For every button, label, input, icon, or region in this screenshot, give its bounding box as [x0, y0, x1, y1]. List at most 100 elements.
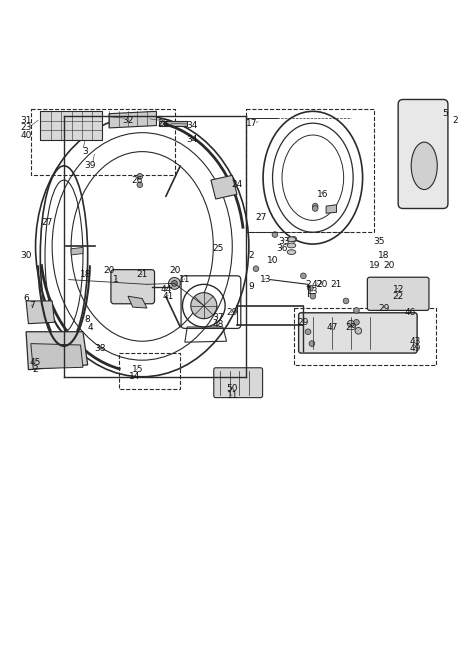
Text: 2: 2: [452, 116, 458, 126]
Text: 3: 3: [82, 147, 88, 156]
Polygon shape: [326, 205, 337, 213]
Text: 45: 45: [30, 358, 41, 367]
Text: 21: 21: [331, 280, 342, 289]
Text: 29: 29: [345, 322, 356, 332]
Text: 17: 17: [246, 118, 257, 128]
Ellipse shape: [355, 328, 362, 334]
Circle shape: [354, 319, 359, 325]
Text: 18: 18: [378, 251, 390, 260]
Text: 5: 5: [443, 109, 448, 118]
Text: 31: 31: [20, 116, 32, 126]
Circle shape: [305, 329, 311, 335]
Ellipse shape: [411, 142, 437, 190]
Text: 14: 14: [129, 372, 141, 381]
Circle shape: [137, 173, 143, 179]
Text: 27: 27: [255, 213, 266, 222]
Polygon shape: [71, 247, 83, 255]
Text: 6: 6: [23, 294, 29, 303]
Text: 15: 15: [132, 365, 143, 374]
Circle shape: [291, 237, 297, 242]
Text: 38: 38: [94, 344, 105, 353]
Ellipse shape: [168, 277, 180, 289]
Polygon shape: [40, 111, 102, 140]
Text: 9: 9: [248, 283, 254, 291]
Ellipse shape: [287, 250, 296, 254]
Text: 11: 11: [227, 391, 238, 400]
Text: 29: 29: [298, 318, 309, 327]
Text: 25: 25: [212, 245, 224, 253]
Text: 34: 34: [186, 135, 198, 145]
Circle shape: [272, 232, 278, 237]
Text: 34: 34: [186, 121, 198, 130]
Text: 39: 39: [84, 162, 96, 170]
Ellipse shape: [172, 281, 177, 286]
Circle shape: [309, 341, 315, 347]
Text: 13: 13: [260, 275, 271, 284]
Text: 40: 40: [20, 131, 32, 139]
Text: 8: 8: [85, 315, 91, 324]
Text: 47: 47: [326, 322, 337, 332]
Text: 42: 42: [312, 280, 323, 289]
Ellipse shape: [347, 320, 354, 327]
Text: 50: 50: [227, 384, 238, 393]
Text: 24: 24: [231, 181, 243, 189]
Circle shape: [253, 266, 259, 271]
Ellipse shape: [191, 292, 217, 318]
Polygon shape: [26, 332, 88, 370]
Text: 43: 43: [409, 337, 420, 346]
Text: 4: 4: [87, 322, 93, 332]
Ellipse shape: [287, 237, 296, 242]
Text: 11: 11: [179, 275, 191, 284]
Text: 23: 23: [20, 124, 32, 132]
Text: 48: 48: [212, 320, 224, 329]
Polygon shape: [211, 175, 237, 199]
Text: 49: 49: [409, 344, 420, 353]
Text: 29: 29: [378, 303, 390, 313]
Ellipse shape: [143, 280, 151, 288]
Text: 32: 32: [122, 116, 134, 126]
Ellipse shape: [139, 277, 155, 292]
Text: 20: 20: [103, 266, 115, 275]
Text: 37: 37: [212, 313, 224, 322]
Circle shape: [137, 182, 143, 188]
Text: 7: 7: [29, 301, 35, 310]
Text: 1: 1: [113, 275, 119, 284]
Text: 35: 35: [374, 237, 385, 246]
Text: 36: 36: [276, 245, 288, 253]
Ellipse shape: [287, 243, 296, 248]
Text: 30: 30: [20, 251, 32, 260]
Text: 20: 20: [383, 261, 394, 270]
Circle shape: [312, 205, 318, 211]
Circle shape: [308, 285, 313, 291]
Text: 26: 26: [132, 175, 143, 184]
Polygon shape: [31, 343, 83, 369]
Text: 18: 18: [80, 270, 91, 279]
Text: 29: 29: [227, 308, 238, 317]
FancyBboxPatch shape: [214, 368, 263, 398]
Circle shape: [343, 298, 349, 303]
Text: 2: 2: [248, 251, 254, 260]
Polygon shape: [26, 301, 55, 324]
Polygon shape: [159, 121, 187, 126]
Circle shape: [354, 307, 359, 313]
FancyBboxPatch shape: [367, 277, 429, 311]
Text: 2: 2: [33, 365, 38, 374]
Text: 16: 16: [317, 190, 328, 199]
Text: 28: 28: [158, 118, 169, 128]
Text: 2: 2: [305, 280, 311, 289]
Polygon shape: [109, 111, 156, 128]
Circle shape: [310, 294, 316, 299]
Text: 33: 33: [279, 237, 290, 246]
Text: 41: 41: [163, 292, 174, 301]
Text: 12: 12: [392, 284, 404, 294]
Text: 10: 10: [267, 256, 278, 265]
Text: 20: 20: [317, 280, 328, 289]
Text: 20: 20: [170, 266, 181, 275]
Circle shape: [301, 273, 306, 279]
FancyBboxPatch shape: [398, 99, 448, 209]
Text: 27: 27: [42, 218, 53, 227]
Circle shape: [312, 203, 318, 209]
Polygon shape: [128, 296, 147, 308]
FancyBboxPatch shape: [299, 313, 417, 353]
Text: 22: 22: [392, 292, 404, 301]
